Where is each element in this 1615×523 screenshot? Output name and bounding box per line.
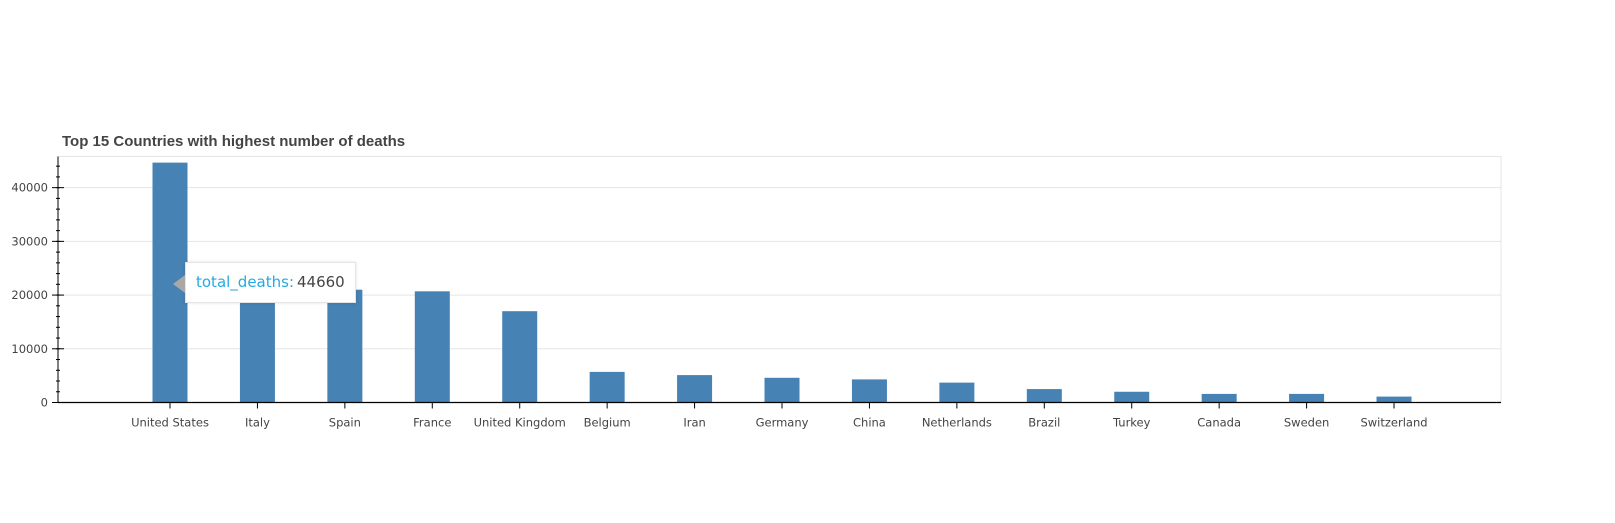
x-tick-label: United States <box>131 416 209 430</box>
x-tick-label: Germany <box>756 416 809 430</box>
x-tick-label: Turkey <box>1112 416 1151 430</box>
chart-title: Top 15 Countries with highest number of … <box>62 133 405 150</box>
bar[interactable] <box>327 289 363 403</box>
y-tick-label: 0 <box>41 396 48 410</box>
y-axis: 0 10000 20000 30000 40000 <box>11 156 64 410</box>
y-tick-label: 20000 <box>11 288 48 302</box>
bar[interactable] <box>1289 393 1325 403</box>
bar[interactable] <box>1376 396 1412 403</box>
x-axis: United States Italy Spain France United King… <box>58 401 1501 430</box>
x-tick-label: Switzerland <box>1360 416 1427 430</box>
bar[interactable] <box>851 379 887 403</box>
x-tick-label: Italy <box>245 416 270 430</box>
x-tick-label: Canada <box>1197 416 1241 430</box>
x-tick-label: United Kingdom <box>474 416 566 430</box>
tooltip-arrow-icon <box>173 275 185 293</box>
tooltip-value: 44660 <box>297 273 345 291</box>
bar[interactable] <box>939 382 975 403</box>
bar[interactable] <box>589 371 625 403</box>
x-tick-label: Netherlands <box>922 416 992 430</box>
bar[interactable] <box>764 377 800 403</box>
bar[interactable] <box>1114 391 1150 403</box>
bar[interactable] <box>414 291 450 403</box>
y-tick-label: 40000 <box>11 181 48 195</box>
x-tick-label: Spain <box>329 416 361 430</box>
x-tick-label: Brazil <box>1028 416 1060 430</box>
x-tick-label: China <box>853 416 886 430</box>
bar[interactable] <box>1201 393 1237 403</box>
x-tick-label: Iran <box>683 416 705 430</box>
tooltip-key: total_deaths: <box>196 273 294 291</box>
y-tick-label: 30000 <box>11 234 48 248</box>
x-tick-label: France <box>413 416 451 430</box>
bar[interactable] <box>502 311 538 403</box>
bar[interactable] <box>1026 389 1062 403</box>
x-tick-label: Belgium <box>584 416 631 430</box>
y-tick-label: 10000 <box>11 342 48 356</box>
hover-tooltip: total_deaths: 44660 <box>173 262 356 303</box>
bar[interactable] <box>677 375 713 403</box>
x-tick-label: Sweden <box>1284 416 1329 430</box>
